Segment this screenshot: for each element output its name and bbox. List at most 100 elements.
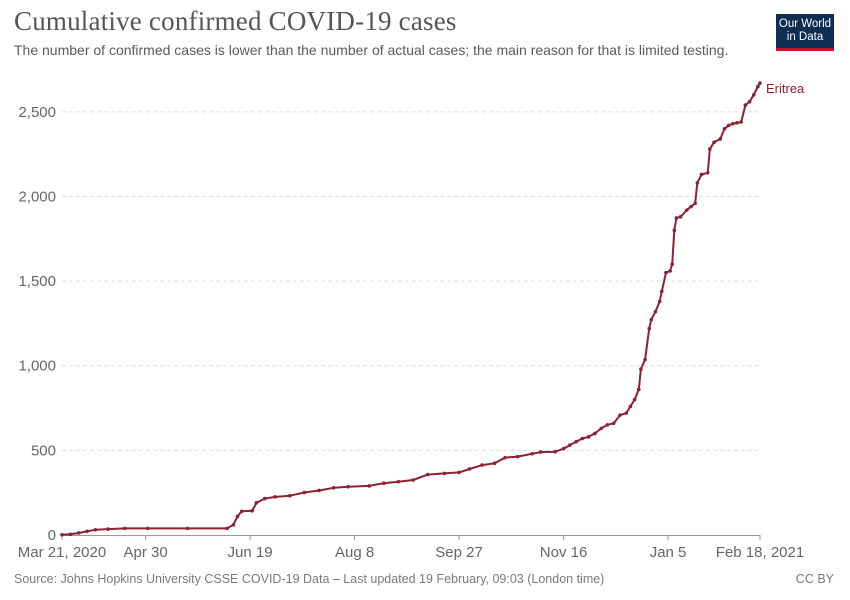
data-point[interactable] (396, 479, 401, 484)
data-point[interactable] (611, 421, 616, 426)
data-point[interactable] (574, 439, 578, 444)
data-point[interactable] (632, 397, 637, 402)
y-tick-label: 500 (31, 442, 56, 459)
chart-title: Cumulative confirmed COVID-19 cases (14, 6, 457, 36)
data-point[interactable] (106, 527, 110, 531)
series-group: Eritrea (60, 81, 805, 537)
source-note: Source: Johns Hopkins University CSSE CO… (14, 572, 605, 586)
data-point[interactable] (467, 467, 472, 471)
data-point[interactable] (624, 411, 629, 415)
data-point[interactable] (553, 449, 557, 454)
data-point[interactable] (185, 526, 190, 531)
data-point[interactable] (331, 485, 336, 490)
data-point[interactable] (649, 317, 654, 322)
data-point[interactable] (756, 84, 760, 89)
data-point[interactable] (580, 436, 585, 441)
data-point[interactable] (538, 450, 543, 454)
data-point[interactable] (250, 508, 254, 513)
logo-line-1: Our World (778, 18, 832, 30)
data-point[interactable] (693, 201, 698, 206)
data-point[interactable] (442, 471, 447, 476)
data-point[interactable] (643, 357, 647, 362)
series-line-eritrea[interactable] (61, 82, 761, 536)
data-point[interactable] (758, 81, 762, 85)
y-axis-ticks: 0 500 1,000 1,500 2,000 2,500 (18, 104, 56, 544)
data-point[interactable] (618, 413, 622, 417)
x-tick-label: Nov 16 (540, 544, 588, 561)
data-point[interactable] (254, 501, 259, 505)
data-point[interactable] (515, 454, 520, 459)
data-point[interactable] (76, 531, 81, 535)
data-point[interactable] (672, 228, 677, 233)
data-point[interactable] (659, 289, 664, 294)
data-point[interactable] (664, 270, 668, 275)
data-point[interactable] (568, 443, 572, 447)
grid-lines (62, 111, 760, 451)
data-point[interactable] (302, 490, 307, 495)
data-point[interactable] (678, 214, 683, 219)
data-point[interactable] (561, 446, 566, 451)
data-point[interactable] (670, 262, 675, 266)
data-point[interactable] (639, 367, 643, 371)
data-point[interactable] (668, 269, 672, 273)
data-point[interactable] (695, 181, 700, 185)
data-point[interactable] (503, 455, 507, 460)
data-point[interactable] (317, 488, 321, 493)
data-point[interactable] (235, 514, 240, 519)
data-point[interactable] (60, 533, 64, 537)
data-point[interactable] (689, 204, 693, 209)
data-point[interactable] (605, 423, 610, 427)
data-point[interactable] (68, 532, 73, 537)
data-point[interactable] (726, 123, 731, 128)
y-tick-label: 1,500 (18, 273, 56, 290)
data-point[interactable] (653, 309, 658, 314)
data-point[interactable] (628, 404, 633, 409)
data-point[interactable] (346, 484, 351, 489)
data-point[interactable] (743, 103, 748, 107)
owid-logo[interactable]: Our World in Data (776, 14, 834, 51)
data-point[interactable] (273, 495, 277, 499)
data-point[interactable] (411, 478, 415, 482)
data-point[interactable] (262, 496, 267, 501)
data-point[interactable] (85, 529, 89, 534)
series-label-eritrea[interactable]: Eritrea (766, 81, 805, 96)
line-chart: 0 500 1,000 1,500 2,000 2,500 Mar 21, 2020 Apr… (18, 81, 805, 561)
data-point[interactable] (225, 526, 229, 531)
data-point[interactable] (287, 493, 292, 498)
data-point[interactable] (699, 172, 704, 177)
data-point[interactable] (93, 527, 98, 532)
data-point[interactable] (657, 299, 662, 304)
data-point[interactable] (593, 431, 597, 436)
data-point[interactable] (492, 461, 497, 466)
data-point[interactable] (708, 147, 712, 151)
data-point[interactable] (735, 121, 739, 125)
x-tick-label: Feb 18, 2021 (716, 544, 804, 561)
data-point[interactable] (480, 463, 484, 467)
data-point[interactable] (636, 387, 641, 392)
data-point[interactable] (747, 99, 752, 104)
data-point[interactable] (751, 93, 756, 97)
data-point[interactable] (599, 426, 603, 431)
data-point[interactable] (239, 509, 244, 514)
data-point[interactable] (425, 472, 430, 477)
data-point[interactable] (712, 140, 716, 145)
license-link[interactable]: CC BY (795, 572, 834, 586)
data-point[interactable] (705, 170, 710, 175)
data-point[interactable] (382, 481, 386, 486)
data-point[interactable] (739, 120, 743, 124)
data-point[interactable] (718, 137, 723, 141)
x-tick-label: Apr 30 (123, 544, 167, 561)
data-point[interactable] (145, 526, 150, 531)
data-point[interactable] (530, 451, 535, 456)
data-point[interactable] (457, 470, 461, 475)
data-point[interactable] (647, 326, 652, 331)
data-point[interactable] (731, 121, 735, 126)
data-point[interactable] (674, 216, 679, 220)
data-point[interactable] (231, 523, 236, 527)
data-point[interactable] (685, 208, 689, 212)
data-point[interactable] (722, 126, 727, 131)
data-point[interactable] (122, 526, 127, 531)
x-tick-label: Jun 19 (228, 544, 273, 561)
data-point[interactable] (586, 435, 591, 439)
data-point[interactable] (367, 484, 372, 488)
